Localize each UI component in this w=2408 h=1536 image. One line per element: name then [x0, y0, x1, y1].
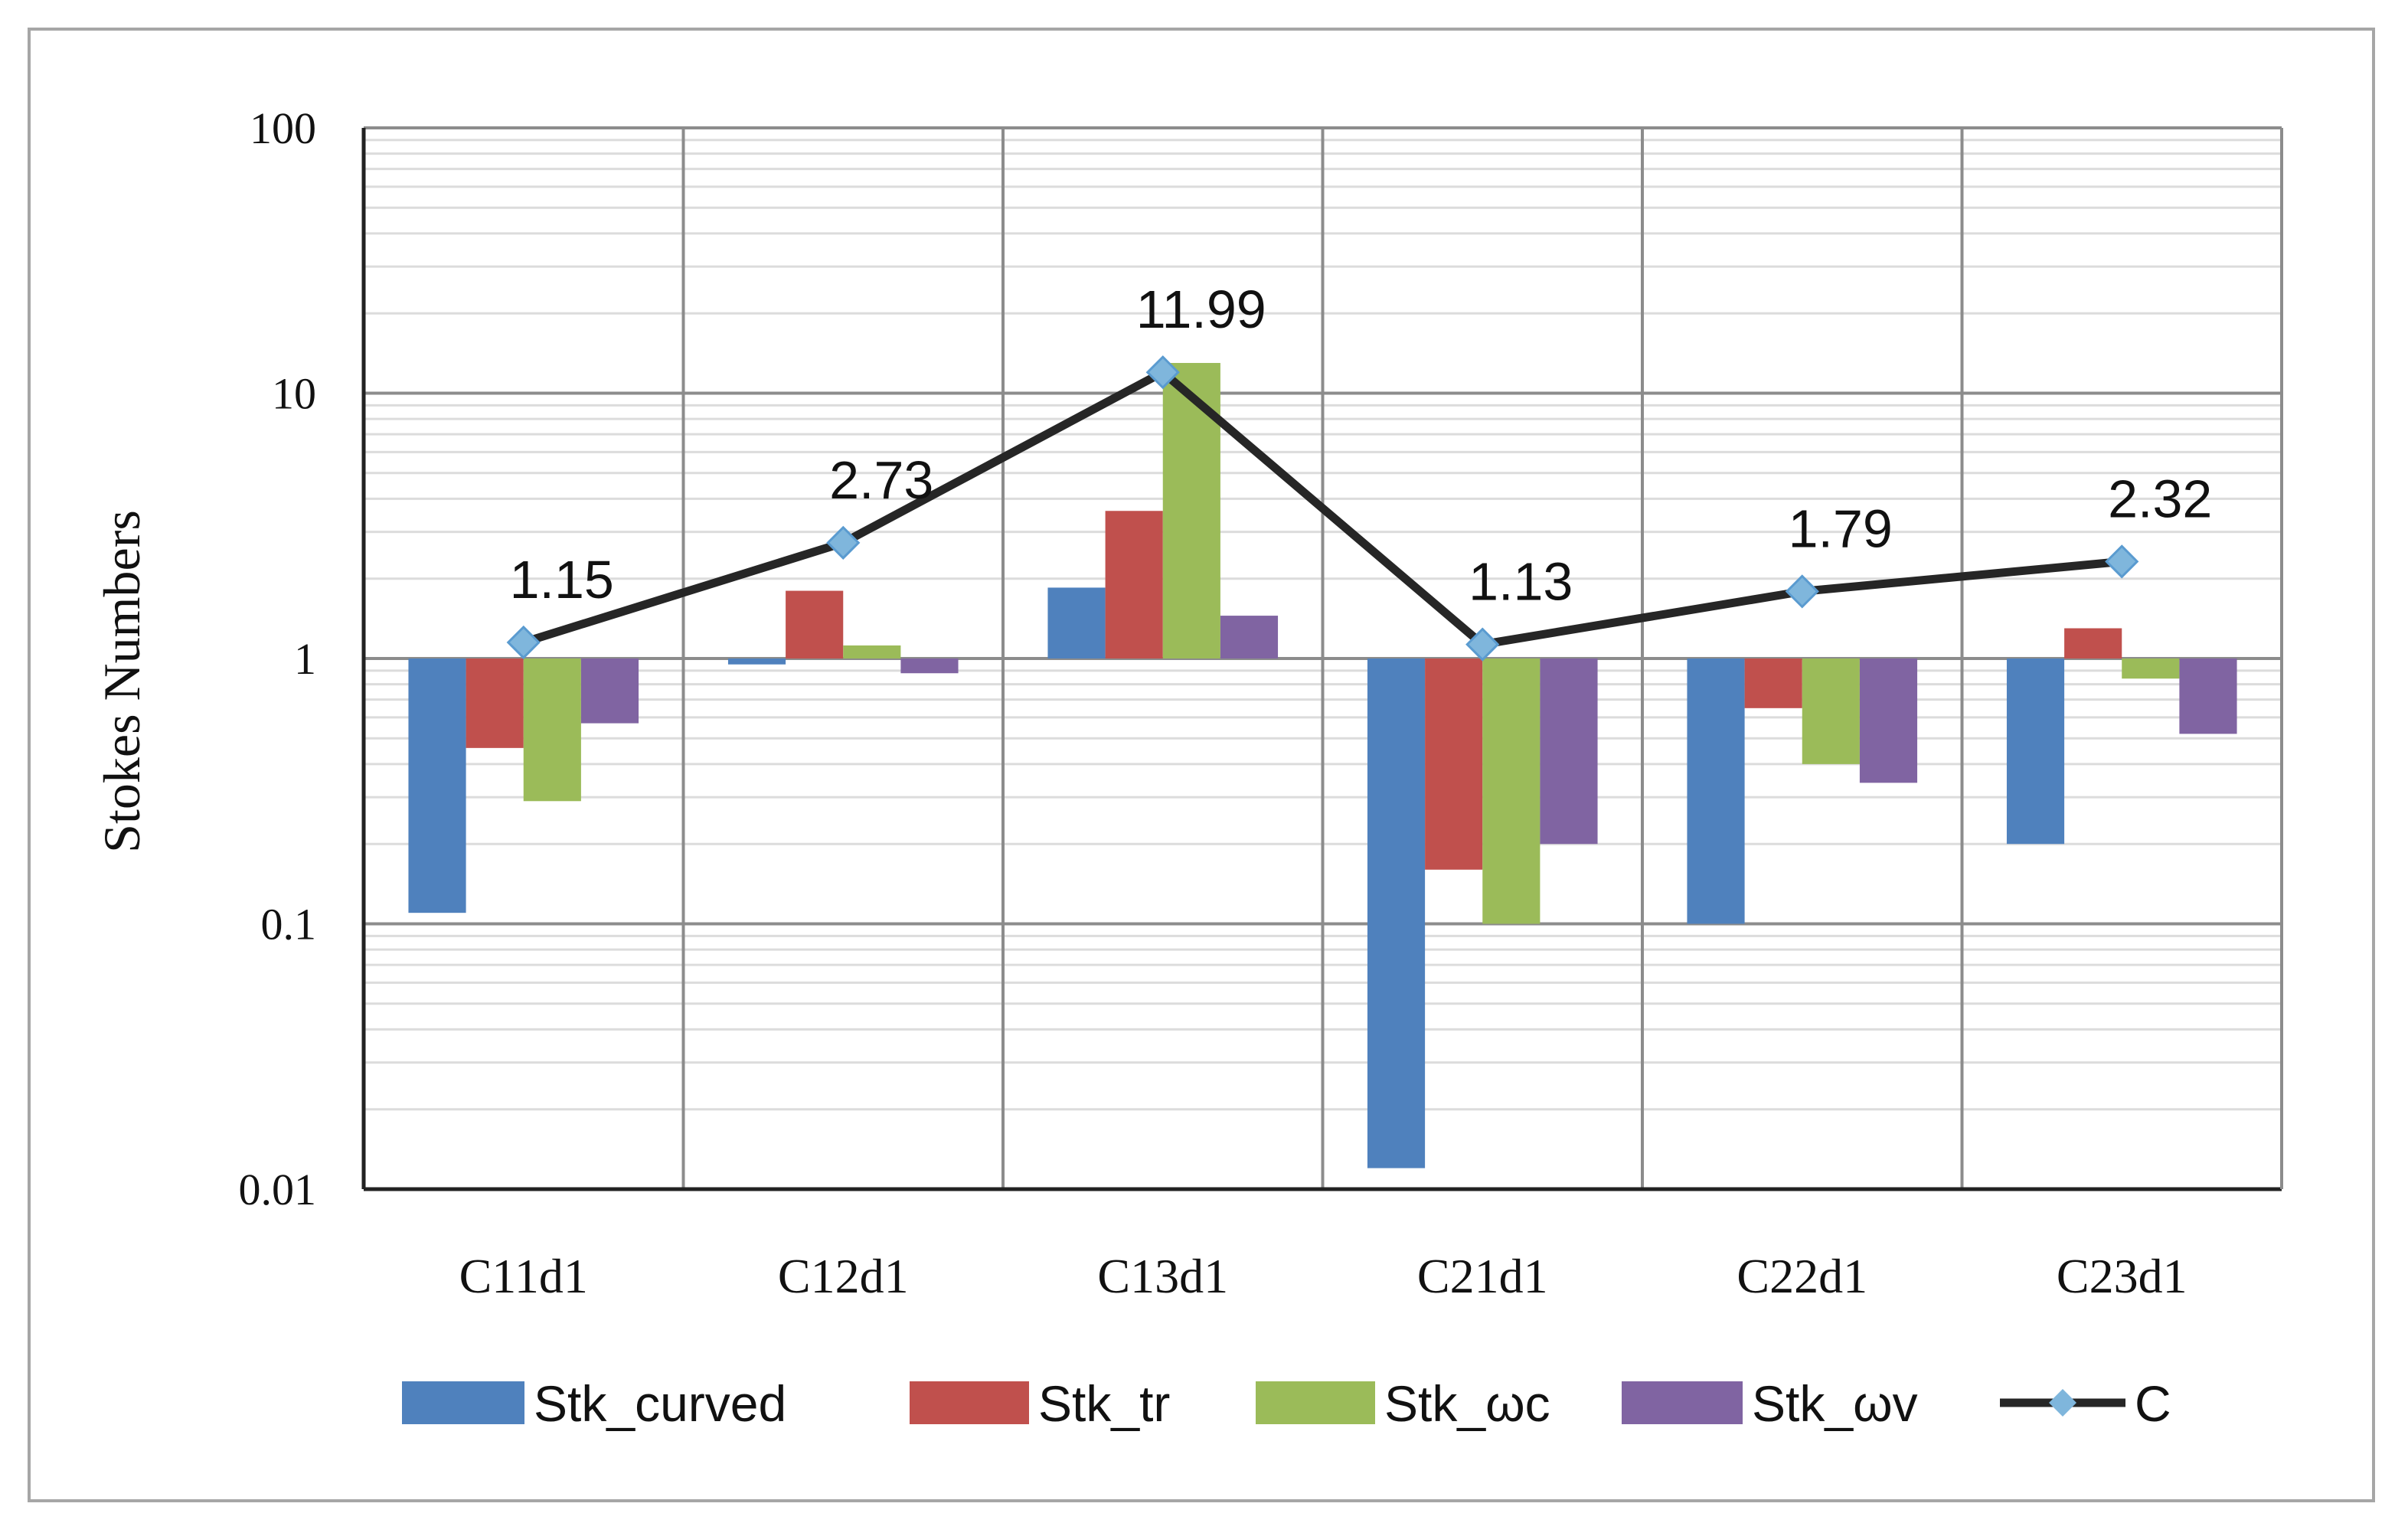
legend-swatch-stk-tr	[910, 1381, 1029, 1424]
line-series-c: 1.15 2.73 11.99 1.13 1.79 2.32	[506, 279, 2212, 662]
bar-stk-tr-c13d1	[1105, 511, 1163, 659]
bar-stk-curved-c12d1	[727, 659, 786, 665]
c-marker-c11d1	[506, 625, 541, 660]
legend-label-c: C	[2135, 1375, 2171, 1432]
bar-stk-c-c22d1	[1802, 659, 1860, 764]
legend-swatch-stk-c	[1256, 1381, 1375, 1424]
legend-swatch-stk-curved	[402, 1381, 524, 1424]
bar-stk-curved-c23d1	[2006, 659, 2065, 845]
y-tick-label: 10	[272, 369, 316, 419]
bar-stk-c-c23d1	[2122, 659, 2180, 679]
c-data-label-c22d1: 1.79	[1789, 498, 1893, 558]
bar-stk-v-c12d1	[900, 659, 959, 674]
legend: Stk_curved Stk_tr Stk_ωc Stk_ωv C	[402, 1375, 2171, 1432]
bar-stk-c-c11d1	[523, 659, 581, 802]
bar-stk-c-c21d1	[1482, 659, 1541, 924]
y-tick-label: 100	[250, 103, 316, 153]
bars-group	[408, 363, 2237, 1168]
bar-stk-v-c13d1	[1220, 616, 1279, 659]
c-marker-c13d1	[1145, 355, 1180, 390]
legend-label-stk-curved: Stk_curved	[534, 1375, 786, 1432]
bar-stk-tr-c21d1	[1425, 659, 1483, 870]
c-marker-c12d1	[826, 525, 861, 560]
y-tick-labels: 100 10 1 0.1 0.01	[239, 103, 317, 1214]
x-category-label: C22d1	[1737, 1249, 1867, 1303]
c-marker-c21d1	[1465, 627, 1500, 662]
bar-stk-c-c12d1	[843, 645, 901, 659]
c-data-label-c23d1: 2.32	[2108, 469, 2212, 528]
y-tick-label: 0.01	[239, 1165, 317, 1214]
bar-stk-tr-c22d1	[1744, 659, 1802, 708]
c-data-label-c21d1: 1.13	[1469, 552, 1573, 612]
bar-stk-c-c13d1	[1162, 363, 1220, 659]
bar-stk-tr-c12d1	[786, 590, 844, 659]
y-tick-label: 0.1	[261, 900, 317, 949]
x-category-labels: C11d1 C12d1 C13d1 C21d1 C22d1 C23d1	[459, 1249, 2187, 1303]
legend-marker-c	[2049, 1389, 2076, 1417]
bar-stk-v-c22d1	[1859, 659, 1918, 783]
c-marker-c22d1	[1785, 574, 1819, 609]
c-data-label-c11d1: 1.15	[510, 550, 614, 609]
y-tick-label: 1	[294, 634, 316, 684]
bar-stk-v-c23d1	[2179, 659, 2237, 734]
c-data-label-c13d1: 11.99	[1136, 279, 1266, 339]
c-series-line	[522, 368, 2122, 649]
x-category-label: C23d1	[2057, 1249, 2187, 1303]
bar-stk-tr-c23d1	[2064, 628, 2122, 659]
x-category-label: C13d1	[1097, 1249, 1228, 1303]
legend-label-stk-tr: Stk_tr	[1038, 1375, 1170, 1432]
y-axis-label: Stokes Numbers	[93, 510, 151, 853]
bar-stk-curved-c22d1	[1687, 659, 1745, 924]
c-marker-c23d1	[2105, 544, 2139, 579]
x-category-label: C12d1	[778, 1249, 909, 1303]
legend-label-stk-v: Stk_ωv	[1752, 1375, 1918, 1432]
bar-stk-curved-c13d1	[1047, 587, 1106, 659]
x-category-label: C11d1	[459, 1249, 588, 1303]
legend-swatch-stk-v	[1622, 1381, 1743, 1424]
bar-stk-v-c11d1	[580, 659, 639, 724]
c-data-label-c12d1: 2.73	[829, 450, 933, 510]
x-category-label: C21d1	[1417, 1249, 1548, 1303]
legend-label-stk-c: Stk_ωc	[1384, 1375, 1550, 1432]
bar-stk-v-c21d1	[1540, 659, 1598, 845]
bar-stk-tr-c11d1	[466, 659, 524, 748]
bar-stk-curved-c11d1	[408, 659, 466, 913]
bar-stk-curved-c21d1	[1367, 659, 1426, 1168]
plot-axes	[361, 128, 2283, 1191]
